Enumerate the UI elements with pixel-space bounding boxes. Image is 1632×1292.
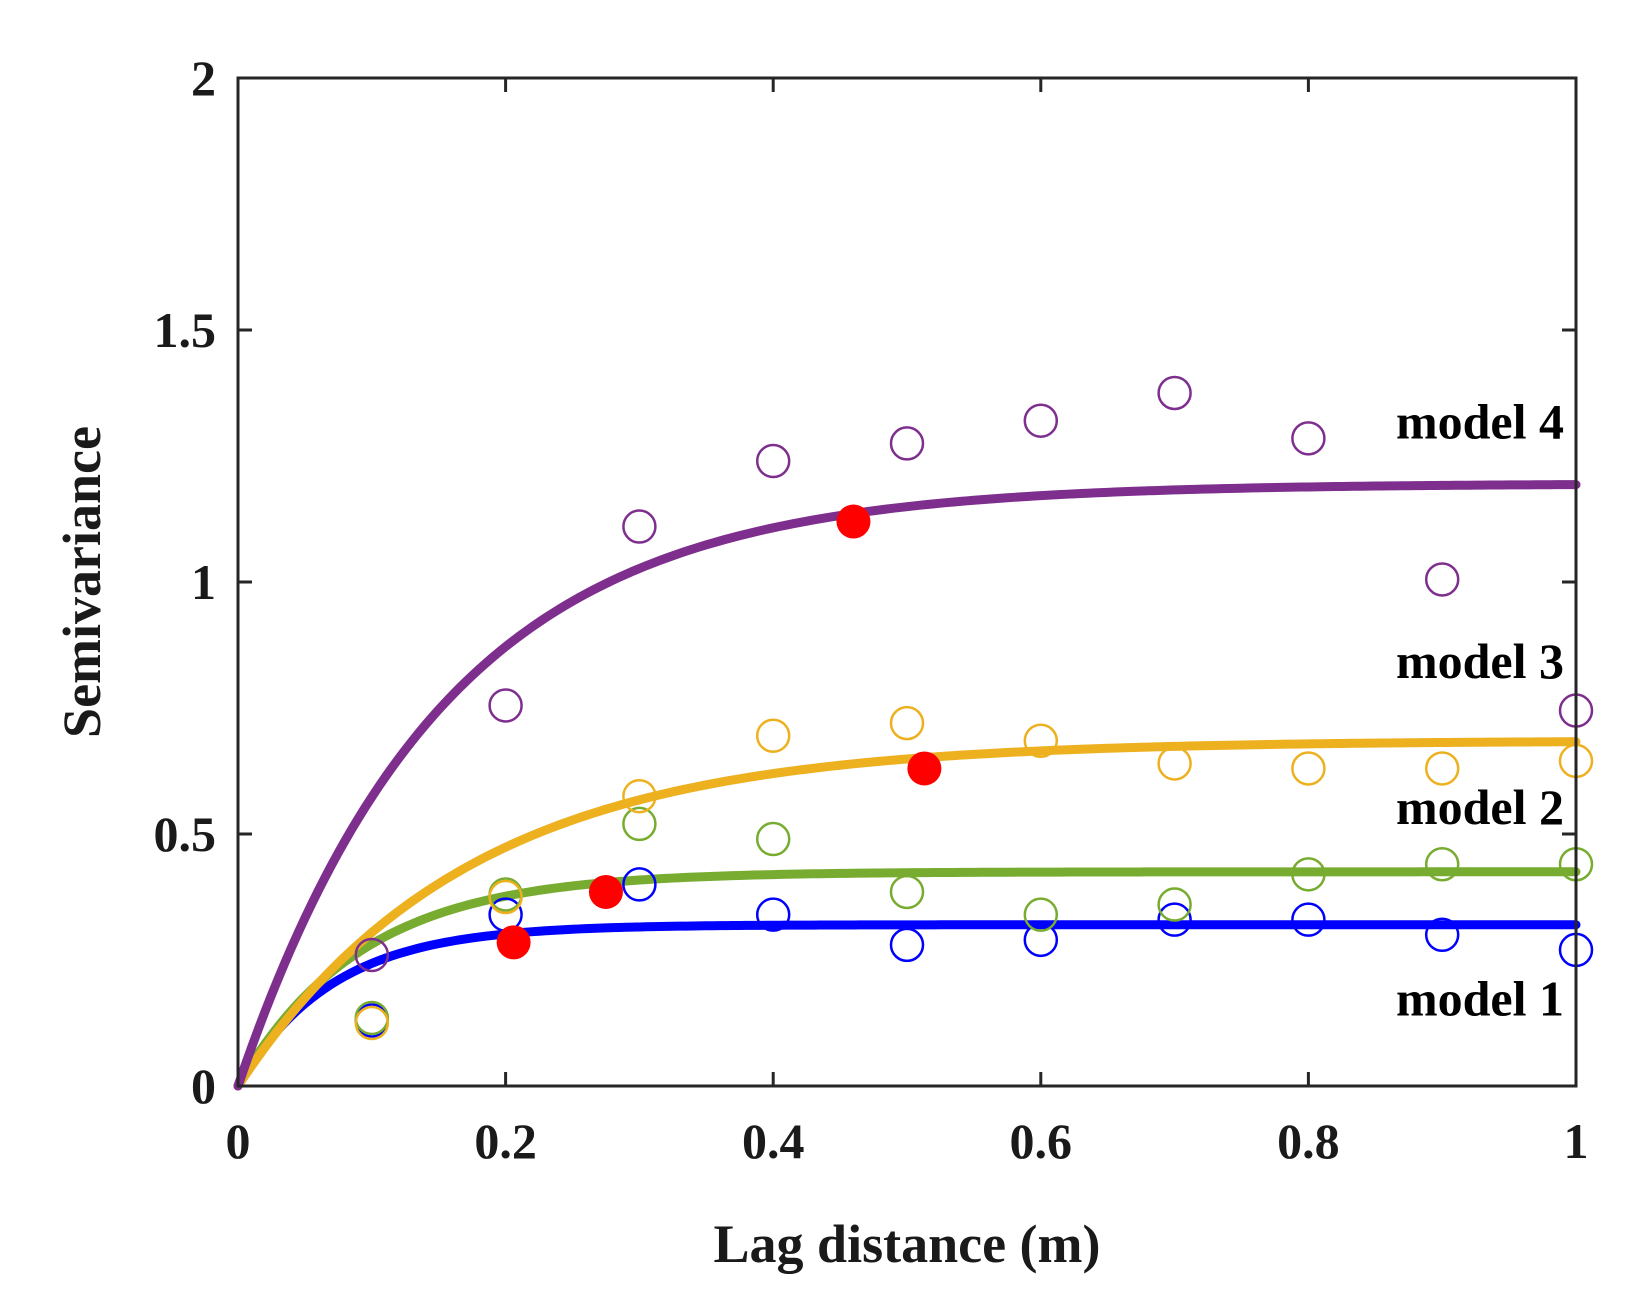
point-model-3 (488, 879, 523, 915)
point-model-4 (1424, 562, 1460, 597)
point-model-4 (488, 688, 523, 723)
label-model-3: model 3 (1396, 633, 1564, 689)
point-model-2 (1424, 846, 1460, 882)
point-model-4 (622, 509, 657, 544)
point-model-2 (755, 821, 791, 857)
y-tick-label: 1 (191, 554, 216, 610)
point-model-3 (755, 718, 791, 753)
point-model-2 (622, 806, 657, 842)
curve-model-3 (233, 737, 1581, 1091)
x-tick-label: 0 (226, 1113, 251, 1169)
range-marker-model-1 (496, 925, 531, 960)
tick-labels: 0 0.2 0.4 0.6 0.8 1 0 0.5 1 1.5 2 (154, 50, 1589, 1169)
label-model-4: model 4 (1396, 393, 1564, 449)
model-labels: model 4 model 3 model 2 model 1 (1396, 393, 1564, 1026)
range-marker-model-2 (588, 874, 623, 909)
x-tick-label: 0.2 (474, 1113, 537, 1169)
y-tick-label: 0 (191, 1058, 216, 1114)
point-model-4 (1157, 375, 1192, 411)
point-model-3 (1424, 751, 1460, 786)
x-axis-title: Lag distance (m) (714, 1214, 1101, 1274)
y-tick-label: 2 (191, 50, 216, 106)
range-markers (496, 504, 942, 960)
curve-model-1 (233, 920, 1581, 1091)
axis-ticks (236, 76, 1578, 1088)
point-model-4 (1023, 403, 1059, 438)
label-model-1: model 1 (1396, 970, 1564, 1026)
curve-model-2 (233, 867, 1581, 1091)
x-tick-label: 1 (1564, 1113, 1589, 1169)
x-tick-label: 0.8 (1277, 1113, 1340, 1169)
point-model-3 (622, 778, 657, 814)
point-model-3 (1023, 723, 1059, 759)
point-model-1 (1424, 917, 1460, 953)
range-marker-model-3 (907, 751, 942, 786)
point-model-1 (1157, 902, 1192, 937)
model-curves (233, 480, 1581, 1091)
point-model-1 (755, 897, 791, 932)
point-model-2 (1291, 857, 1326, 892)
y-axis-title: Semivariance (52, 426, 112, 738)
y-tick-label: 0.5 (154, 806, 217, 862)
range-marker-model-4 (836, 504, 871, 539)
point-model-1 (622, 867, 657, 902)
x-tick-label: 0.6 (1010, 1113, 1073, 1169)
point-model-4 (889, 426, 925, 461)
point-model-4 (1291, 421, 1326, 456)
x-tick-label: 0.4 (742, 1113, 805, 1169)
point-model-2 (1157, 887, 1192, 922)
curve-model-4 (233, 480, 1581, 1091)
point-model-3 (354, 1005, 390, 1041)
point-model-1 (1023, 922, 1059, 958)
point-model-1 (1291, 902, 1326, 937)
plot-area (238, 78, 1576, 1086)
point-model-2 (1023, 897, 1059, 932)
point-model-3 (1157, 746, 1192, 781)
point-model-4 (354, 937, 390, 973)
y-tick-label: 1.5 (154, 302, 217, 358)
label-model-2: model 2 (1396, 779, 1564, 835)
point-model-1 (889, 927, 925, 963)
empirical-points (354, 375, 1594, 1041)
point-model-2 (889, 874, 925, 910)
point-model-3 (1291, 751, 1326, 786)
point-model-4 (755, 443, 791, 479)
plot-background (238, 78, 1576, 1086)
point-model-3 (889, 705, 925, 741)
